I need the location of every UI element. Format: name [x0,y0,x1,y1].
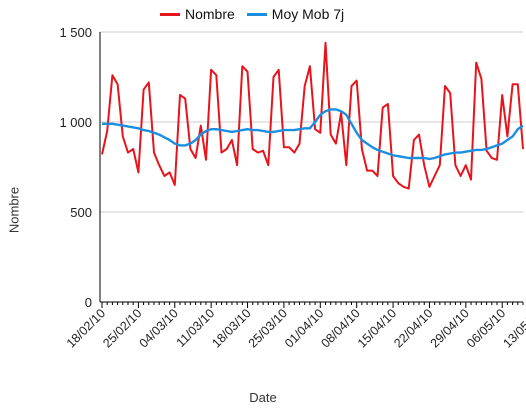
x-tick-label: 29/04/10 [428,306,472,350]
x-tick-label: 04/03/10 [137,306,181,350]
legend-swatch-moy-mob [246,12,267,16]
legend-swatch-nombre [160,12,180,16]
x-tick-label: 18/03/10 [209,306,253,350]
x-tick-label: 15/04/10 [355,306,399,350]
x-axis-label: Date [249,390,277,405]
series-line-nombre [101,41,524,190]
x-tick-label: 06/05/10 [464,306,508,350]
legend-label-moy-mob: Moy Mob 7j [271,6,345,22]
x-tick-label: 08/04/10 [318,306,362,350]
y-tick-label: 1 000 [59,115,92,130]
legend-item-nombre: Nombre [160,6,235,22]
y-tick-label: 0 [85,295,92,310]
x-tick-label: 25/02/10 [100,306,144,350]
y-tick-label: 500 [70,205,92,220]
x-tick-label: 25/03/10 [246,306,290,350]
legend-item-moy-mob: Moy Mob 7j [246,6,345,22]
series-line-moy-mob-7j [102,108,524,161]
x-tick-label: 22/04/10 [391,306,435,350]
x-tick-label: 18/02/10 [64,306,108,350]
y-axis-label: Nombre [6,186,22,234]
y-tick-label: 1 500 [59,25,92,40]
legend: Nombre Moy Mob 7j [160,6,356,22]
legend-label-nombre: Nombre [185,6,235,22]
x-tick-label: 01/04/10 [282,306,326,350]
